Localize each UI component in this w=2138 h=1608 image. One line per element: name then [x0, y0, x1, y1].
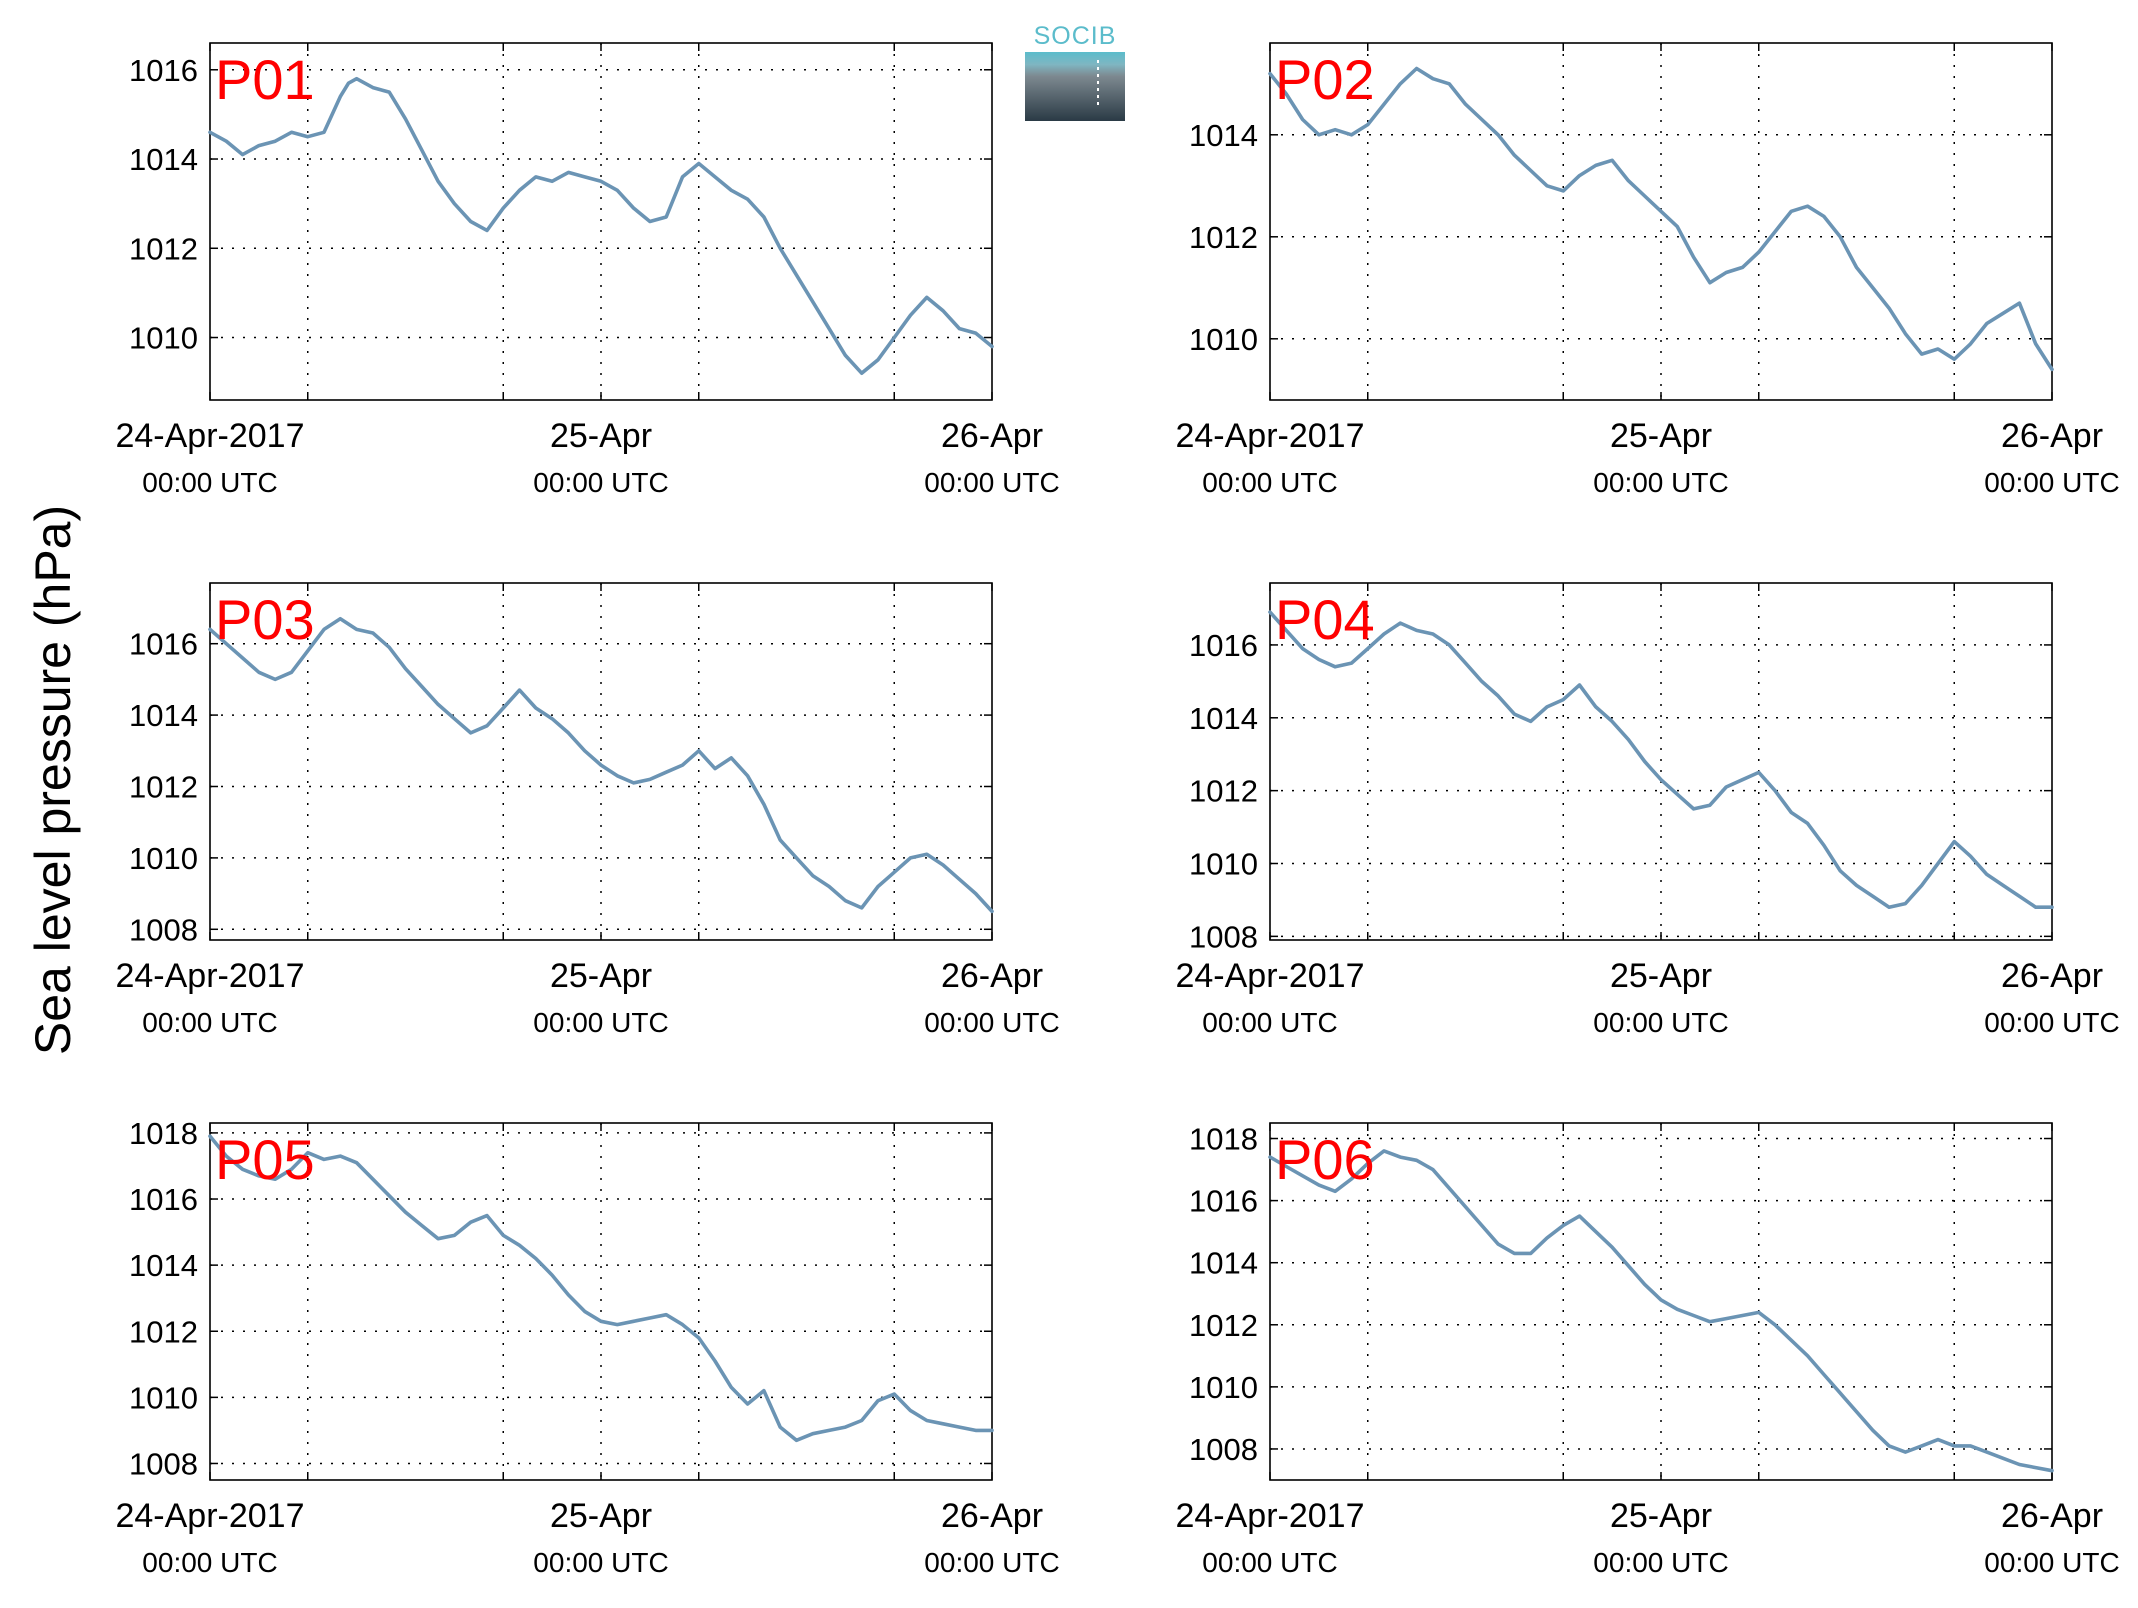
x-tick-time-label: 00:00 UTC: [1984, 467, 2119, 498]
x-tick-time-label: 00:00 UTC: [1984, 1007, 2119, 1038]
x-tick-time-label: 00:00 UTC: [924, 1547, 1059, 1578]
x-tick-label: 25-Apr: [1610, 1497, 1712, 1535]
y-tick-label: 1008: [1189, 1432, 1258, 1467]
y-axis-label: Sea level pressure (hPa): [25, 505, 81, 1055]
panel-p05: 1008 1010 1012 1014 1016 1018 24-Apr-2017 00:00…: [115, 1116, 1059, 1578]
x-tick-time-label: 00:00 UTC: [1202, 467, 1337, 498]
x-tick-label: 25-Apr: [550, 417, 652, 455]
x-tick-label: 24-Apr-2017: [115, 1497, 304, 1535]
x-tick-label: 26-Apr: [2001, 1497, 2103, 1535]
y-tick-label: 1014: [129, 142, 198, 177]
x-tick-time-label: 00:00 UTC: [142, 467, 277, 498]
y-tick-label: 1014: [1189, 701, 1258, 736]
x-tick-time-label: 00:00 UTC: [924, 1007, 1059, 1038]
x-tick-label: 24-Apr-2017: [1175, 957, 1364, 995]
x-tick-label: 25-Apr: [550, 957, 652, 995]
panel-p01: 1010 1012 1014 1016 24-Apr-2017 00:00 UTC 25-A…: [115, 42, 1060, 498]
panel-label: P03: [215, 588, 315, 651]
y-tick-label: 1018: [1189, 1122, 1258, 1157]
panel-p03: 1008 1010 1012 1014 1016 24-Apr-2017 00:00 UTC…: [115, 582, 1060, 1038]
y-tick-label: 1014: [1189, 1246, 1258, 1281]
x-tick-label: 24-Apr-2017: [1175, 1497, 1364, 1535]
y-tick-label: 1018: [129, 1116, 198, 1151]
series-line-p06: [1268, 1149, 2054, 1473]
panel-label: P01: [215, 48, 315, 111]
y-tick-label: 1014: [129, 1248, 198, 1283]
axes-frame: [209, 582, 993, 941]
y-tick-label: 1010: [1189, 1370, 1258, 1405]
axes-frame: [209, 42, 993, 401]
x-tick-time-label: 00:00 UTC: [1202, 1007, 1337, 1038]
x-tick-time-label: 00:00 UTC: [1202, 1547, 1337, 1578]
x-tick-time-label: 00:00 UTC: [1593, 1007, 1728, 1038]
x-tick-label: 26-Apr: [941, 957, 1043, 995]
y-tick-label: 1012: [1189, 220, 1258, 255]
x-tick-time-label: 00:00 UTC: [533, 1547, 668, 1578]
x-tick-time-label: 00:00 UTC: [924, 467, 1059, 498]
panel-p06: 1008 1010 1012 1014 1016 1018 24-Apr-2017 00:00…: [1175, 1122, 2119, 1578]
axes-frame: [1269, 42, 2053, 401]
y-tick-label: 1016: [129, 627, 198, 662]
x-tick-label: 25-Apr: [1610, 417, 1712, 455]
x-tick-label: 24-Apr-2017: [1175, 417, 1364, 455]
y-tick-label: 1010: [1189, 847, 1258, 882]
x-tick-label: 26-Apr: [941, 1497, 1043, 1535]
x-tick-time-label: 00:00 UTC: [1593, 1547, 1728, 1578]
y-tick-label: 1010: [129, 1380, 198, 1415]
y-tick-label: 1016: [129, 1182, 198, 1217]
panel-label: P04: [1275, 588, 1375, 651]
series-line-p03: [208, 616, 994, 914]
y-tick-label: 1014: [1189, 118, 1258, 153]
x-tick-label: 24-Apr-2017: [115, 417, 304, 455]
y-tick-label: 1008: [1189, 919, 1258, 954]
y-tick-label: 1012: [1189, 774, 1258, 809]
x-tick-label: 26-Apr: [941, 417, 1043, 455]
axes-frame: [209, 1122, 993, 1481]
axes-frame: [1269, 582, 2053, 941]
y-tick-label: 1012: [129, 231, 198, 266]
y-tick-label: 1014: [129, 698, 198, 733]
y-tick-label: 1016: [129, 53, 198, 88]
y-tick-label: 1012: [1189, 1308, 1258, 1343]
x-tick-time-label: 00:00 UTC: [1593, 467, 1728, 498]
panel-p02: 1010 1012 1014 24-Apr-2017 00:00 UTC 25-Apr 00…: [1175, 42, 2120, 498]
y-tick-label: 1012: [129, 769, 198, 804]
series-line-p01: [208, 76, 994, 376]
x-tick-label: 25-Apr: [1610, 957, 1712, 995]
y-tick-label: 1016: [1189, 1184, 1258, 1219]
y-tick-label: 1016: [1189, 628, 1258, 663]
y-tick-label: 1010: [129, 321, 198, 356]
socib-logo: SOCIB: [1025, 22, 1125, 121]
y-tick-label: 1008: [129, 1446, 198, 1481]
panel-label: P05: [215, 1128, 315, 1191]
x-tick-label: 24-Apr-2017: [115, 957, 304, 995]
x-tick-label: 25-Apr: [550, 1497, 652, 1535]
x-tick-label: 26-Apr: [2001, 417, 2103, 455]
y-tick-label: 1010: [129, 841, 198, 876]
series-line-p04: [1268, 610, 2054, 910]
x-tick-time-label: 00:00 UTC: [533, 467, 668, 498]
series-line-p05: [208, 1134, 994, 1443]
panel-label: P02: [1275, 48, 1375, 111]
logo-text: SOCIB: [1034, 22, 1117, 50]
y-tick-label: 1008: [129, 912, 198, 947]
x-tick-time-label: 00:00 UTC: [1984, 1547, 2119, 1578]
panel-label: P06: [1275, 1128, 1375, 1191]
y-tick-label: 1012: [129, 1314, 198, 1349]
logo-block: [1025, 52, 1125, 121]
x-tick-label: 26-Apr: [2001, 957, 2103, 995]
x-tick-time-label: 00:00 UTC: [142, 1547, 277, 1578]
series-line-p02: [1268, 66, 2054, 372]
x-tick-time-label: 00:00 UTC: [533, 1007, 668, 1038]
y-tick-label: 1010: [1189, 322, 1258, 357]
x-tick-time-label: 00:00 UTC: [142, 1007, 277, 1038]
panel-p04: 1008 1010 1012 1014 1016 24-Apr-2017 00:00 UTC…: [1175, 582, 2120, 1038]
